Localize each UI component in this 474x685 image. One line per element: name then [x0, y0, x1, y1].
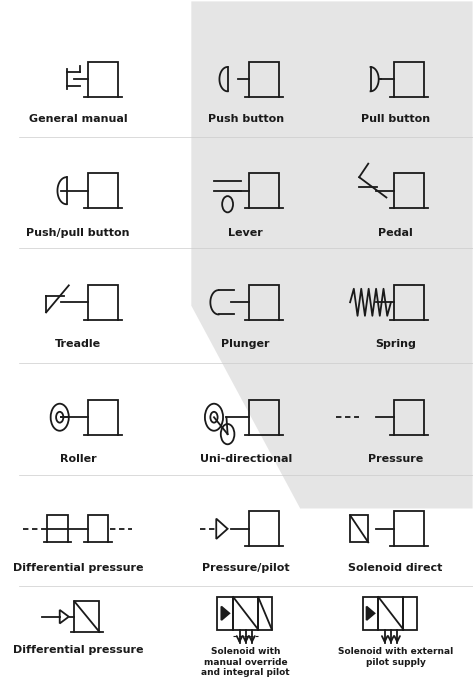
Bar	[249, 399, 279, 435]
Text: Push/pull button: Push/pull button	[26, 228, 129, 238]
Polygon shape	[191, 1, 473, 508]
Text: Differential pressure: Differential pressure	[13, 562, 143, 573]
Text: Spring: Spring	[375, 340, 416, 349]
Text: Pedal: Pedal	[378, 228, 413, 238]
Bar	[88, 285, 118, 320]
Bar	[249, 511, 279, 547]
Text: Push button: Push button	[208, 114, 284, 124]
Bar	[363, 597, 378, 630]
Bar	[249, 62, 279, 97]
Text: Pull button: Pull button	[361, 114, 430, 124]
Text: Plunger: Plunger	[221, 340, 270, 349]
Bar	[394, 511, 424, 547]
Text: Uni-directional: Uni-directional	[200, 454, 292, 464]
Text: Pressure: Pressure	[368, 454, 423, 464]
Text: Differential pressure: Differential pressure	[13, 645, 143, 655]
Bar	[394, 173, 424, 208]
Bar	[350, 515, 368, 543]
Bar	[378, 597, 403, 630]
Polygon shape	[366, 606, 374, 620]
Text: Pressure/pilot: Pressure/pilot	[202, 562, 290, 573]
Bar	[218, 597, 233, 630]
Text: Solenoid with external
pilot supply: Solenoid with external pilot supply	[338, 647, 453, 667]
Text: Roller: Roller	[60, 454, 96, 464]
Bar	[394, 285, 424, 320]
Text: Lever: Lever	[228, 228, 263, 238]
Bar	[249, 173, 279, 208]
Bar	[233, 597, 258, 630]
Bar	[258, 597, 272, 630]
Polygon shape	[221, 606, 229, 620]
Bar	[403, 597, 417, 630]
Bar	[88, 515, 109, 543]
Bar	[249, 285, 279, 320]
Bar	[394, 62, 424, 97]
Bar	[47, 515, 68, 543]
Bar	[394, 399, 424, 435]
Text: Treadle: Treadle	[55, 340, 101, 349]
Bar	[74, 601, 100, 632]
Bar	[88, 399, 118, 435]
Text: General manual: General manual	[28, 114, 127, 124]
Bar	[88, 62, 118, 97]
Bar	[88, 173, 118, 208]
Text: Solenoid with
manual override
and integral pilot: Solenoid with manual override and integr…	[201, 647, 290, 677]
Text: Solenoid direct: Solenoid direct	[348, 562, 443, 573]
